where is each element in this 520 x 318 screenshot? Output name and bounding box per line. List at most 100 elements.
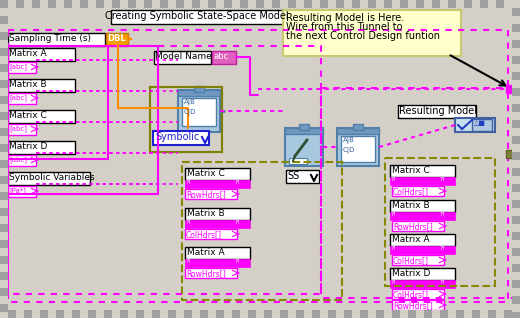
Bar	[392, 289, 444, 299]
Bar	[0, 192, 8, 200]
Bar	[512, 32, 520, 40]
Bar	[176, 0, 184, 8]
Bar	[8, 46, 108, 159]
Bar	[506, 150, 514, 158]
Bar	[0, 16, 8, 24]
Bar	[496, 310, 504, 318]
Bar	[390, 280, 455, 288]
Text: Wire from this Tunnel to: Wire from this Tunnel to	[286, 22, 402, 32]
Bar	[185, 259, 250, 267]
Bar	[8, 93, 36, 104]
Bar	[0, 0, 8, 8]
Bar	[512, 312, 520, 318]
Bar	[288, 0, 296, 8]
Text: ?!: ?!	[391, 246, 397, 251]
Bar	[353, 124, 363, 130]
Bar	[8, 33, 105, 46]
Text: △■: △■	[474, 120, 486, 126]
Text: ?!: ?!	[235, 259, 241, 264]
Text: Matrix D: Matrix D	[392, 269, 431, 278]
Bar	[512, 264, 520, 272]
Bar	[0, 0, 8, 8]
Bar	[296, 310, 304, 318]
Bar	[0, 48, 8, 56]
Bar	[150, 87, 222, 152]
Bar	[152, 310, 160, 318]
Text: ?!: ?!	[391, 280, 397, 285]
Bar	[0, 72, 8, 80]
Bar	[512, 136, 520, 144]
Bar	[8, 155, 36, 166]
Bar	[72, 0, 80, 8]
Text: RowHdrs[]: RowHdrs[]	[393, 301, 433, 310]
Text: Resulting Model is Here.: Resulting Model is Here.	[286, 13, 404, 23]
Bar	[48, 0, 56, 8]
Bar	[432, 310, 440, 318]
Bar	[16, 0, 24, 8]
Bar	[0, 88, 8, 96]
Bar	[0, 96, 8, 104]
Text: Matrix A: Matrix A	[187, 248, 225, 257]
Bar	[512, 168, 520, 176]
Bar	[341, 136, 375, 162]
Bar	[385, 158, 495, 286]
Bar	[80, 0, 88, 8]
Bar	[8, 62, 36, 73]
Bar	[328, 310, 336, 318]
Text: abc: abc	[213, 52, 228, 61]
Text: ?!: ?!	[440, 246, 446, 251]
Bar	[0, 288, 8, 296]
Bar	[512, 208, 520, 216]
Bar	[408, 0, 416, 8]
Bar	[512, 120, 520, 128]
Text: Symbolic Variables: Symbolic Variables	[9, 173, 95, 182]
Text: A|B: A|B	[184, 99, 196, 106]
Bar	[32, 0, 40, 8]
Bar	[88, 310, 96, 318]
Bar	[392, 0, 400, 8]
Bar	[288, 310, 296, 318]
Bar	[456, 0, 464, 8]
Bar	[194, 86, 204, 92]
Bar	[0, 248, 8, 256]
Bar	[212, 51, 236, 64]
Text: [Pa*]: [Pa*]	[9, 187, 26, 194]
Bar	[392, 310, 400, 318]
Bar	[192, 0, 200, 8]
Bar	[376, 310, 384, 318]
Bar	[144, 310, 152, 318]
Bar	[512, 152, 520, 160]
Bar	[512, 240, 520, 248]
Text: ?!: ?!	[440, 280, 446, 285]
Text: ?!: ?!	[440, 177, 446, 182]
Bar	[392, 255, 444, 265]
Bar	[216, 0, 224, 8]
Text: Matrix B: Matrix B	[9, 80, 47, 89]
Bar	[248, 0, 256, 8]
Bar	[512, 80, 520, 88]
Bar	[32, 310, 40, 318]
Bar	[280, 310, 288, 318]
Bar	[182, 162, 342, 300]
Bar	[384, 0, 392, 8]
Bar	[0, 304, 8, 312]
Text: Matrix A: Matrix A	[9, 49, 47, 58]
Bar	[336, 0, 344, 8]
Bar	[299, 124, 309, 130]
Bar	[384, 310, 392, 318]
Bar	[504, 0, 512, 8]
Bar	[304, 0, 312, 8]
Bar	[256, 310, 264, 318]
Bar	[0, 216, 8, 224]
Bar	[512, 256, 520, 264]
Bar	[185, 189, 237, 199]
Bar	[312, 0, 320, 8]
Bar	[72, 310, 80, 318]
Bar	[8, 110, 75, 123]
Bar	[111, 10, 283, 24]
Bar	[104, 310, 112, 318]
Text: C|D: C|D	[343, 147, 355, 154]
Bar	[0, 176, 8, 184]
Bar	[472, 310, 480, 318]
Bar	[390, 165, 455, 177]
